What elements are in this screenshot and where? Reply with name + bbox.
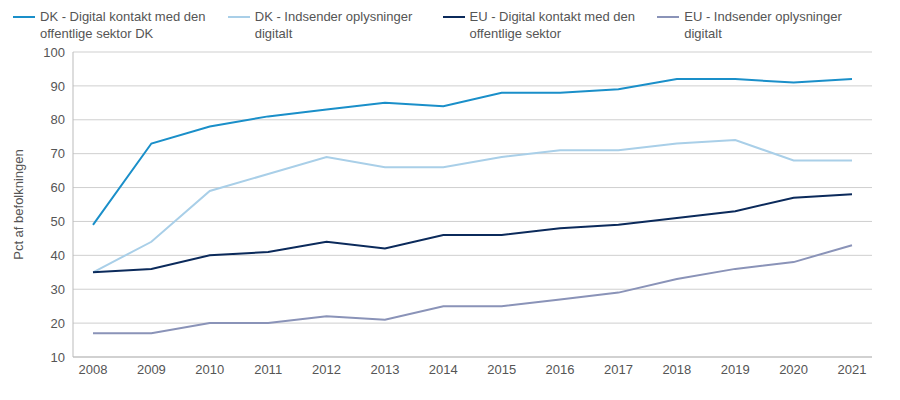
- svg-text:2021: 2021: [838, 362, 867, 377]
- svg-text:2020: 2020: [779, 362, 808, 377]
- svg-text:80: 80: [51, 112, 65, 127]
- html-text:EU - Indsender oplysninger dig: EU - Indsender oplysninger digitalt: [684, 9, 842, 41]
- svg-text:100: 100: [43, 45, 65, 60]
- svg-text:Pct af befolkningen: Pct af befolkningen: [11, 149, 26, 260]
- svg-text:2016: 2016: [546, 362, 575, 377]
- svg-text:20: 20: [51, 316, 65, 331]
- svg-text:2008: 2008: [79, 362, 108, 377]
- svg-text:2015: 2015: [487, 362, 516, 377]
- svg-text:2013: 2013: [370, 362, 399, 377]
- svg-text:2019: 2019: [721, 362, 750, 377]
- html-text:DK - Indsender oplysninger dig: DK - Indsender oplysninger digitalt: [254, 9, 413, 41]
- svg-text:2012: 2012: [312, 362, 341, 377]
- svg-text:60: 60: [51, 180, 65, 195]
- svg-text:50: 50: [51, 214, 65, 229]
- svg-text:2017: 2017: [604, 362, 633, 377]
- svg-text:40: 40: [51, 248, 65, 263]
- svg-text:90: 90: [51, 79, 65, 94]
- svg-text:2009: 2009: [137, 362, 166, 377]
- svg-text:30: 30: [51, 282, 65, 297]
- svg-text:2010: 2010: [195, 362, 224, 377]
- svg-text:70: 70: [51, 146, 65, 161]
- svg-text:2014: 2014: [429, 362, 458, 377]
- svg-text:10: 10: [51, 350, 65, 365]
- svg-text:2011: 2011: [254, 362, 282, 377]
- html-text:DK - Digital kontakt med den o: DK - Digital kontakt med den offentlige …: [40, 9, 206, 41]
- svg-text:2018: 2018: [662, 362, 691, 377]
- html-text:EU - Digital kontakt med den o: EU - Digital kontakt med den offentlige …: [469, 9, 635, 41]
